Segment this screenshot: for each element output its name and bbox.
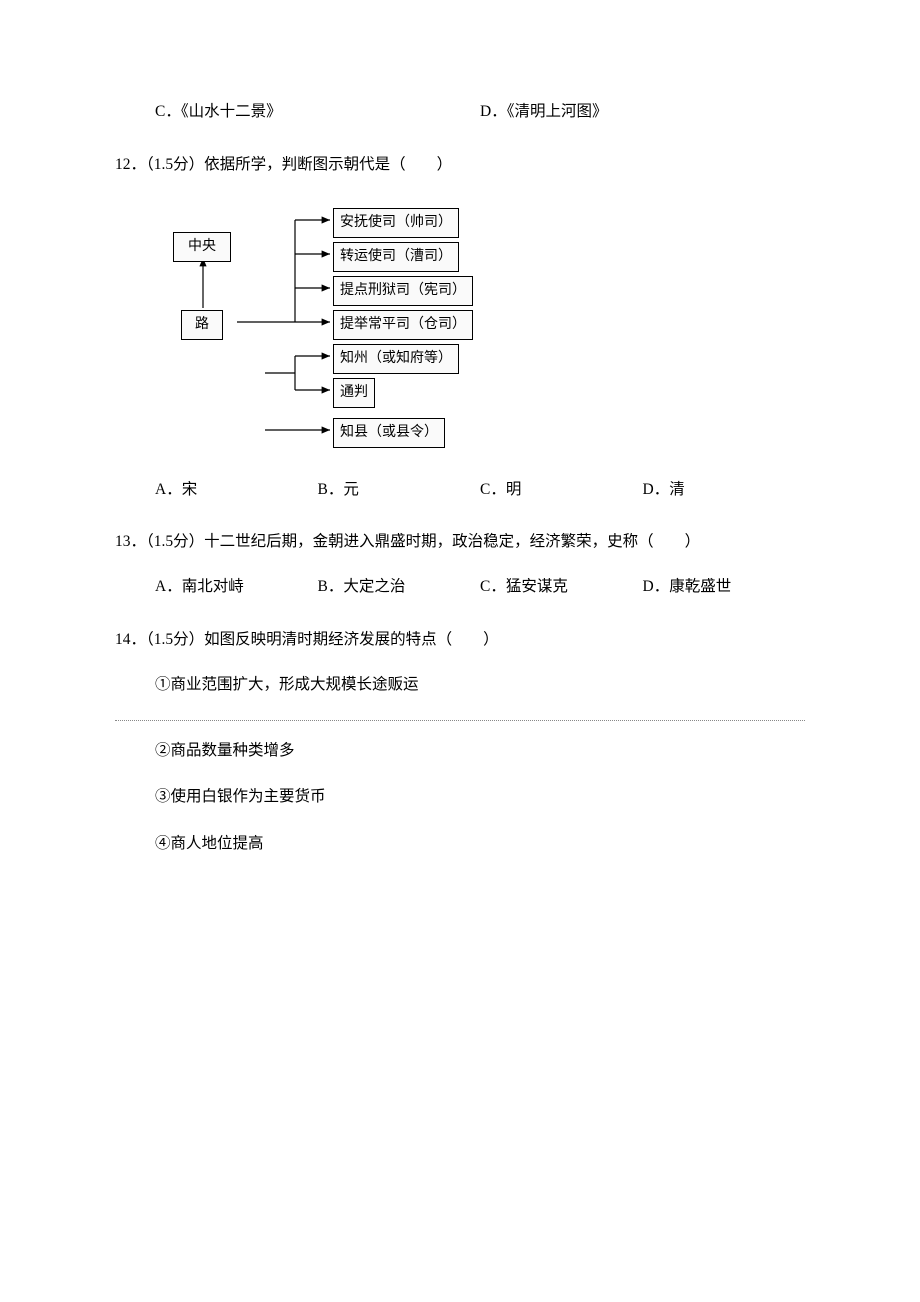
q13-option-a[interactable]: A．南北对峙 xyxy=(155,575,318,600)
q14-sub-3: ③使用白银作为主要货币 xyxy=(155,785,805,810)
option-text: 《清明上河图》 xyxy=(507,103,608,120)
diagram-box-r3: 提举常平司（仓司） xyxy=(333,310,473,340)
option-letter: A． xyxy=(155,578,182,595)
page-fold-dotted-line xyxy=(115,720,805,721)
q11-option-d[interactable]: D．《清明上河图》 xyxy=(480,100,805,125)
q12-options: A．宋 B．元 C．明 D．清 xyxy=(155,478,805,503)
question-number: 12．（1.5分） xyxy=(115,156,204,173)
diagram-box-r0: 安抚使司（帅司） xyxy=(333,208,459,238)
question-number: 14．（1.5分） xyxy=(115,631,204,648)
option-text: 元 xyxy=(343,481,359,498)
option-text: 猛安谋克 xyxy=(506,578,568,595)
q11-option-c[interactable]: C．《山水十二景》 xyxy=(155,100,480,125)
option-text: 南北对峙 xyxy=(182,578,244,595)
option-letter: D． xyxy=(480,103,507,120)
q12-diagram: 中央 路 安抚使司（帅司） 转运使司（漕司） 提点刑狱司（宪司） 提举常平司（仓… xyxy=(155,198,535,458)
option-text: 《山水十二景》 xyxy=(181,103,282,120)
option-text: 明 xyxy=(506,481,522,498)
option-text: 大定之治 xyxy=(343,578,405,595)
diagram-box-r5: 通判 xyxy=(333,378,375,408)
diagram-box-central: 中央 xyxy=(173,232,231,262)
option-letter: C． xyxy=(155,103,181,120)
q13-option-d[interactable]: D．康乾盛世 xyxy=(643,575,806,600)
option-letter: B． xyxy=(318,578,344,595)
q11-options-cd: C．《山水十二景》 D．《清明上河图》 xyxy=(155,100,805,125)
option-letter: D． xyxy=(643,578,670,595)
q13-options: A．南北对峙 B．大定之治 C．猛安谋克 D．康乾盛世 xyxy=(155,575,805,600)
q14-sub-2: ②商品数量种类增多 xyxy=(155,739,805,764)
question-text: 十二世纪后期，金朝进入鼎盛时期，政治稳定，经济繁荣，史称（ ） xyxy=(204,533,700,550)
option-text: 康乾盛世 xyxy=(669,578,731,595)
q14-sub-1: ①商业范围扩大，形成大规模长途贩运 xyxy=(155,673,805,698)
option-text: 清 xyxy=(669,481,685,498)
option-letter: A． xyxy=(155,481,182,498)
question-text: 如图反映明清时期经济发展的特点（ ） xyxy=(204,631,499,648)
q12-stem: 12．（1.5分）依据所学，判断图示朝代是（ ） xyxy=(115,153,805,178)
option-letter: D． xyxy=(643,481,670,498)
diagram-box-r2: 提点刑狱司（宪司） xyxy=(333,276,473,306)
question-number: 13．（1.5分） xyxy=(115,533,204,550)
option-letter: C． xyxy=(480,481,506,498)
q13-option-b[interactable]: B．大定之治 xyxy=(318,575,481,600)
question-text: 依据所学，判断图示朝代是（ ） xyxy=(204,156,452,173)
q13-option-c[interactable]: C．猛安谋克 xyxy=(480,575,643,600)
q12-option-a[interactable]: A．宋 xyxy=(155,478,318,503)
option-letter: B． xyxy=(318,481,344,498)
diagram-box-lu: 路 xyxy=(181,310,223,340)
q13-stem: 13．（1.5分）十二世纪后期，金朝进入鼎盛时期，政治稳定，经济繁荣，史称（ ） xyxy=(115,530,805,555)
q14-sub-4: ④商人地位提高 xyxy=(155,832,805,857)
option-letter: C． xyxy=(480,578,506,595)
diagram-box-r1: 转运使司（漕司） xyxy=(333,242,459,272)
q12-option-c[interactable]: C．明 xyxy=(480,478,643,503)
q12-option-d[interactable]: D．清 xyxy=(643,478,806,503)
diagram-box-r4: 知州（或知府等） xyxy=(333,344,459,374)
option-text: 宋 xyxy=(182,481,198,498)
diagram-box-r6: 知县（或县令） xyxy=(333,418,445,448)
q14-stem: 14．（1.5分）如图反映明清时期经济发展的特点（ ） xyxy=(115,628,805,653)
q12-option-b[interactable]: B．元 xyxy=(318,478,481,503)
